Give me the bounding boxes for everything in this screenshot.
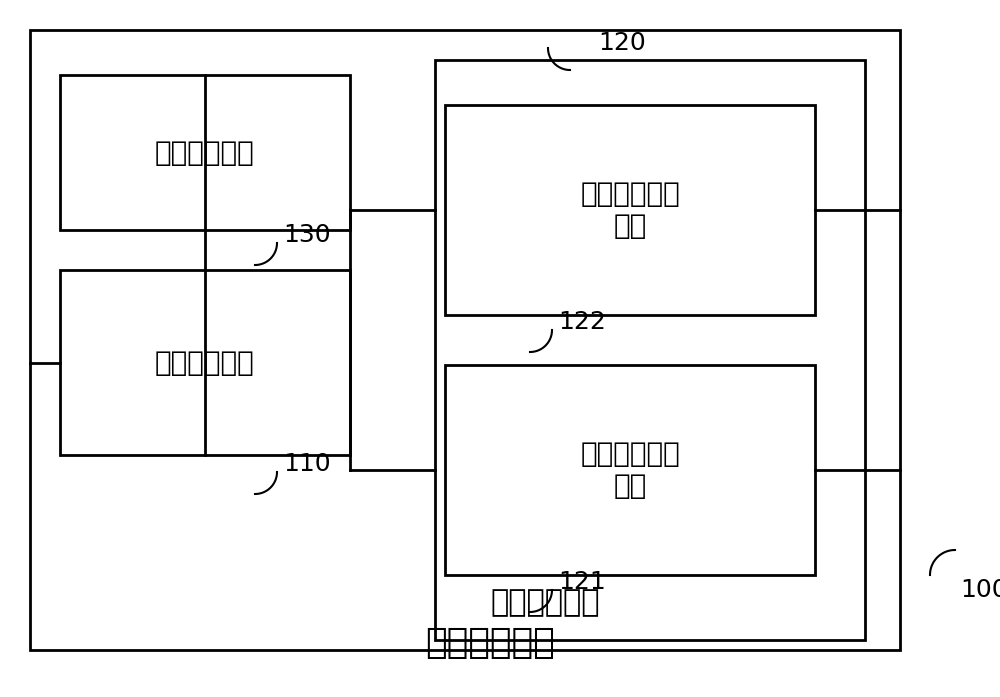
- Text: 130: 130: [283, 223, 331, 247]
- Text: 感性控制模块: 感性控制模块: [425, 626, 555, 660]
- Bar: [60, 270, 350, 455]
- Bar: [60, 75, 350, 230]
- Text: 120: 120: [598, 31, 646, 55]
- Text: 第二可控通断
单元: 第二可控通断 单元: [580, 180, 680, 240]
- Text: 单向通路单元: 单向通路单元: [155, 139, 255, 167]
- Text: 感性储能单元: 感性储能单元: [155, 348, 255, 376]
- Bar: [445, 105, 815, 315]
- Bar: [445, 365, 815, 575]
- Text: 110: 110: [283, 452, 331, 476]
- Bar: [30, 30, 900, 650]
- Text: 122: 122: [558, 310, 606, 334]
- Text: 100: 100: [960, 578, 1000, 602]
- Text: 通路选择单元: 通路选择单元: [490, 588, 600, 618]
- Text: 121: 121: [558, 570, 606, 594]
- Bar: [435, 60, 865, 640]
- Text: 第一可控通断
单元: 第一可控通断 单元: [580, 440, 680, 500]
